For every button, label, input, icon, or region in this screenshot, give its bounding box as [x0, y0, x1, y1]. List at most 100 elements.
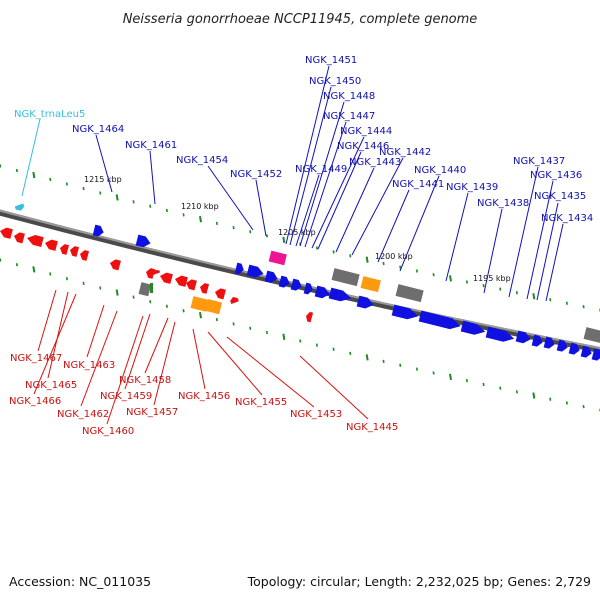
bottom-connectors [33, 289, 369, 425]
scale-tick [199, 311, 202, 319]
gene-label: NGK_1446 [337, 141, 389, 152]
scale-label: 1195 kbp [473, 274, 511, 283]
scale-tick [532, 392, 536, 399]
forward-gene [356, 295, 374, 309]
gene-label: NGK_1460 [82, 426, 134, 437]
forward-gene [278, 275, 290, 288]
forward-gene [515, 330, 531, 344]
scale-tick [165, 208, 168, 213]
scale-tick [15, 263, 18, 267]
scale-tick [132, 200, 135, 204]
pseudo-gene [395, 284, 424, 303]
scale-tick [0, 258, 2, 262]
scale-tick [82, 186, 85, 191]
scale-tick [349, 254, 352, 258]
scale-tick [315, 343, 318, 347]
gene-label: NGK_1451 [305, 55, 357, 66]
gene-label: NGK_1450 [309, 76, 361, 87]
scale-label: 1210 kbp [181, 202, 219, 211]
forward-gene [568, 342, 580, 355]
reverse-gene [60, 244, 70, 255]
scale-tick [149, 300, 152, 304]
scale-tick [115, 194, 119, 201]
gene-label: NGK_1458 [119, 375, 171, 386]
scale-tick [432, 371, 435, 375]
gene-label: NGK_1447 [323, 111, 375, 122]
scale-tick [515, 291, 518, 295]
scale-tick [349, 351, 352, 355]
scale-tick [32, 266, 36, 273]
reverse-gene [27, 235, 44, 247]
top-connectors [95, 65, 564, 302]
gene-label: NGK_1444 [340, 126, 392, 137]
gene-label: NGK_1459 [100, 391, 152, 402]
scale-tick [399, 363, 402, 367]
scale-tick [82, 281, 85, 285]
gene-label: NGK_1441 [392, 179, 444, 190]
scale-tick [49, 272, 52, 276]
scale-tick [532, 293, 536, 300]
gene-features [0, 203, 600, 361]
gene-label: NGK_1467 [10, 353, 62, 364]
forward-gene [543, 336, 555, 349]
gene-label: NGK_1457 [126, 407, 178, 418]
magenta-feature [268, 250, 287, 266]
forward-gene [531, 334, 543, 347]
scale-tick [582, 404, 585, 409]
forward-gene [580, 345, 592, 358]
gene-label: NGK_1461 [125, 140, 177, 151]
pseudo-gene [331, 268, 360, 287]
forward-gene [135, 234, 151, 248]
scale-tick [549, 298, 552, 302]
gene-label: NGK_1439 [446, 182, 498, 193]
scale-tick [449, 373, 452, 381]
scale-tick [199, 215, 202, 223]
scale-tick [315, 246, 318, 250]
scale-tick [382, 359, 385, 363]
reverse-gene [45, 239, 58, 251]
gene-label: NGK_1455 [235, 397, 287, 408]
gene-label: NGK_1466 [9, 396, 61, 407]
forward-gene [290, 278, 302, 291]
scale-tick [332, 347, 335, 351]
scale-tick [582, 305, 585, 309]
orange-feature [360, 276, 381, 293]
scale-tick [265, 234, 268, 238]
scale-tick [0, 164, 2, 168]
gene-label: NGK_1438 [477, 198, 529, 209]
scale-tick [399, 265, 402, 269]
gene-label: NGK_1448 [323, 91, 375, 102]
gene-label: NGK_1462 [57, 409, 109, 420]
forward-gene [234, 262, 244, 275]
forward-gene [418, 310, 461, 330]
scale-tick [282, 236, 286, 244]
gene-label-trna: NGK_trnaLeu5 [14, 109, 85, 120]
pseudo-gene [583, 327, 600, 344]
scale-tick [115, 289, 119, 296]
scale-tick [465, 379, 468, 383]
reverse-gene [230, 297, 239, 305]
gene-label: NGK_1437 [513, 156, 565, 167]
scale-tick [232, 322, 235, 326]
scale-tick [215, 221, 218, 226]
scale-tick [182, 213, 185, 217]
scale-tick [32, 171, 36, 179]
scale-labels: 1215 kbp 1210 kbp 1205 kbp 1200 kbp 1195… [84, 175, 511, 283]
scale-tick [415, 269, 418, 273]
scale-tick [132, 295, 135, 299]
scale-tick [149, 204, 152, 208]
reverse-gene [175, 275, 188, 287]
scale-tick [565, 401, 568, 405]
scale-tick [99, 191, 102, 195]
gene-label: NGK_1435 [534, 191, 586, 202]
reverse-labels: NGK_1467 NGK_1465 NGK_1466 NGK_1463 NGK_… [9, 353, 398, 437]
forward-gene [246, 264, 264, 278]
forward-gene [92, 224, 104, 237]
reverse-gene [70, 246, 80, 257]
orange-feature [190, 296, 209, 312]
forward-gene [556, 339, 568, 352]
scale-tick [499, 386, 502, 390]
tick-marks [0, 164, 600, 412]
forward-labels: NGK_trnaLeu5 NGK_1464 NGK_1461 NGK_1454 … [14, 55, 593, 224]
